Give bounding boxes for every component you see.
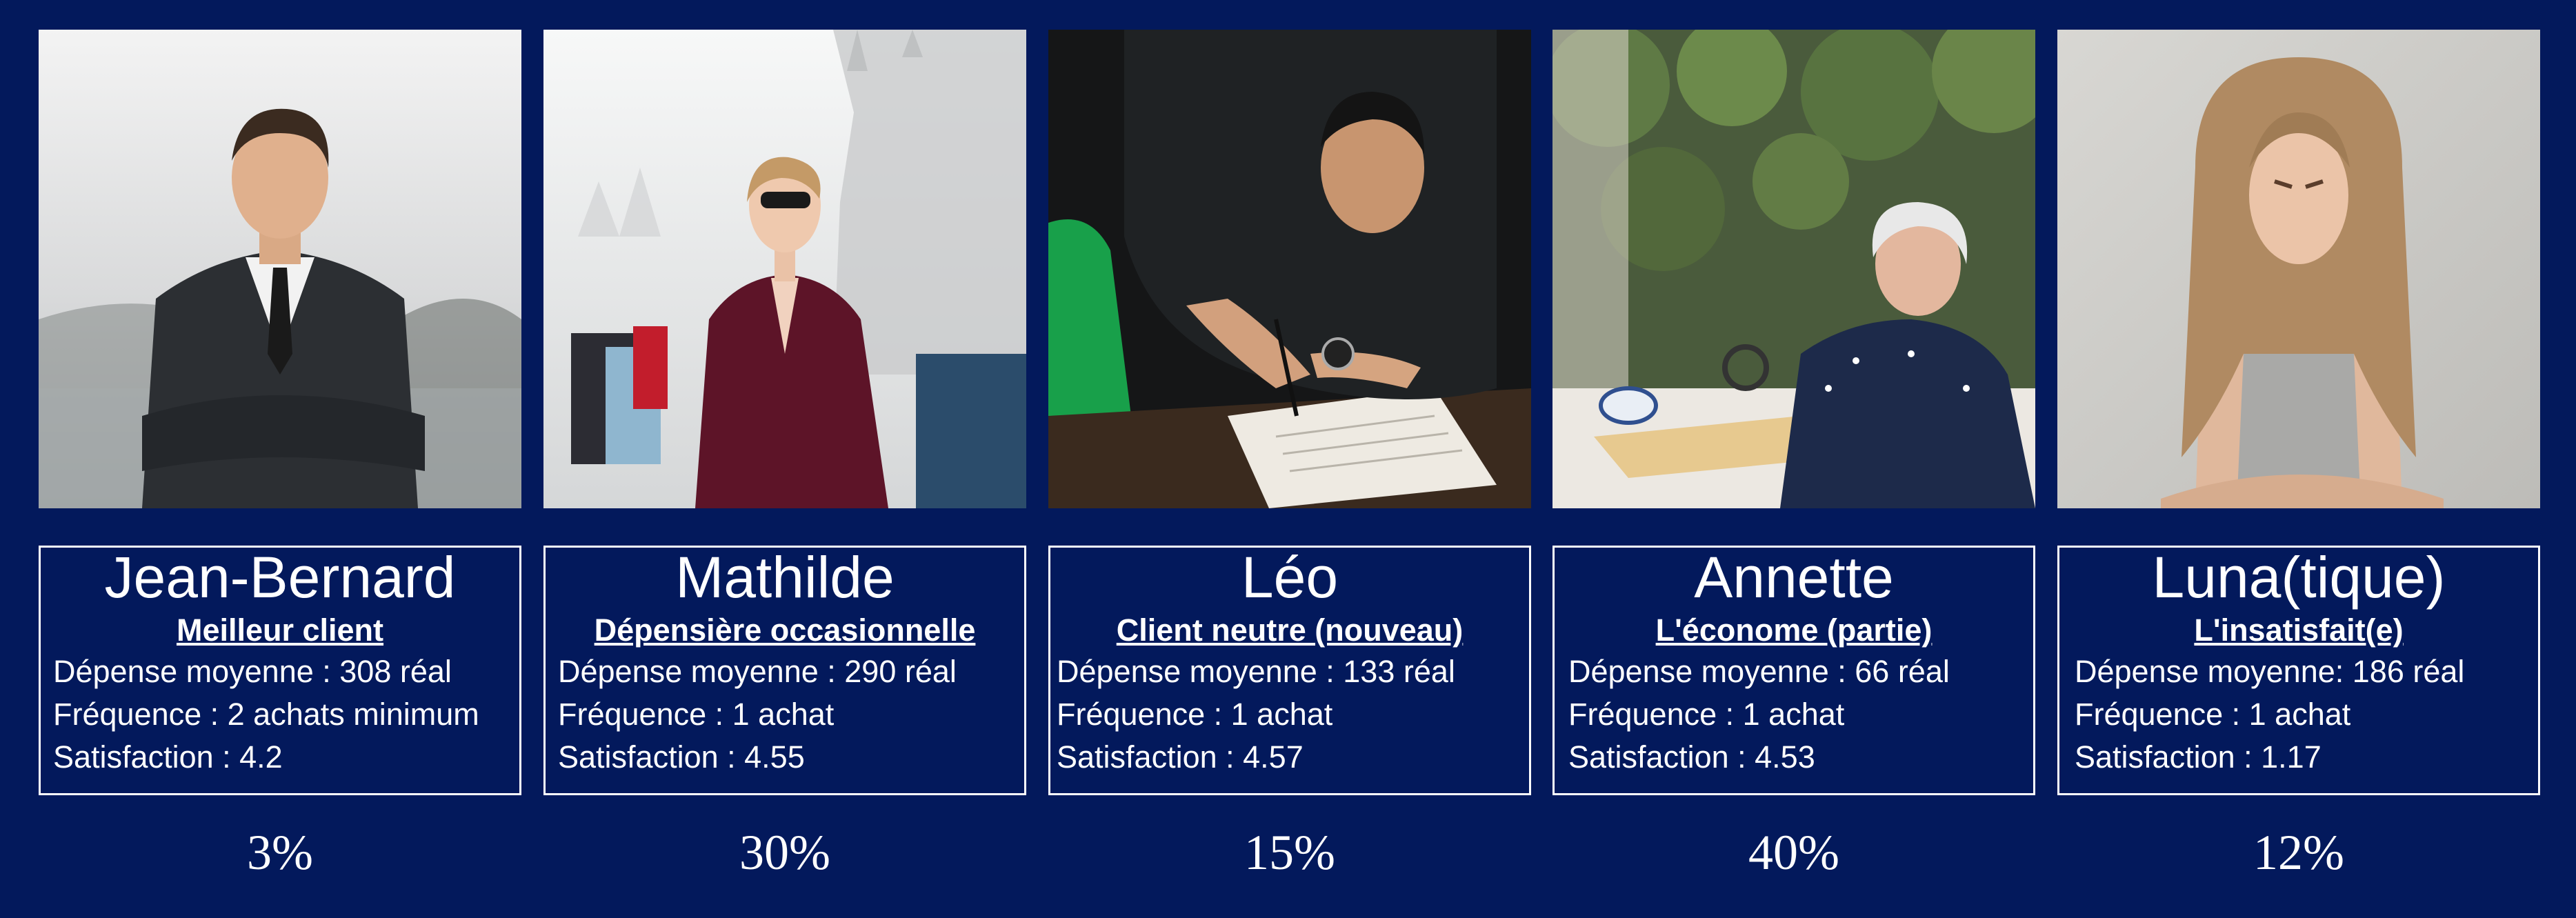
persona-spend: Dépense moyenne : 133 réal bbox=[1057, 654, 1455, 689]
persona-satisfaction: Satisfaction : 4.2 bbox=[53, 739, 283, 775]
persona-jean-bernard: Jean-Bernard Meilleur client Dépense moy… bbox=[39, 0, 521, 918]
persona-frequency: Fréquence : 1 achat bbox=[558, 697, 835, 732]
man-writing-in-notebook-photo bbox=[1048, 30, 1531, 508]
persona-leo: Léo Client neutre (nouveau) Dépense moye… bbox=[1048, 0, 1531, 918]
persona-spend: Dépense moyenne : 66 réal bbox=[1568, 654, 1950, 689]
persona-annette: Annette L'économe (partie) Dépense moyen… bbox=[1552, 0, 2035, 918]
persona-satisfaction: Satisfaction : 4.55 bbox=[558, 739, 805, 775]
persona-card: Annette L'économe (partie) Dépense moyen… bbox=[1552, 546, 2035, 795]
angry-woman-arms-crossed-photo bbox=[2057, 30, 2540, 508]
persona-role: L'insatisfait(e) bbox=[2194, 612, 2404, 648]
persona-share: 30% bbox=[739, 825, 830, 880]
persona-name: Luna(tique) bbox=[2152, 545, 2446, 610]
persona-share: 3% bbox=[247, 825, 313, 880]
persona-card: Jean-Bernard Meilleur client Dépense moy… bbox=[39, 546, 521, 795]
persona-card: Léo Client neutre (nouveau) Dépense moye… bbox=[1048, 546, 1531, 795]
persona-spend: Dépense moyenne: 186 réal bbox=[2075, 654, 2465, 689]
persona-frequency: Fréquence : 1 achat bbox=[1057, 697, 1333, 732]
persona-frequency: Fréquence : 2 achats minimum bbox=[53, 697, 479, 732]
persona-share: 15% bbox=[1244, 825, 1335, 880]
elderly-woman-reading-magnifier-photo bbox=[1552, 30, 2035, 508]
persona-frequency: Fréquence : 1 achat bbox=[2075, 697, 2351, 732]
businessman-arms-crossed-photo bbox=[39, 30, 521, 508]
persona-luna: Luna(tique) L'insatisfait(e) Dépense moy… bbox=[2057, 0, 2540, 918]
persona-share: 12% bbox=[2253, 825, 2344, 880]
persona-frequency: Fréquence : 1 achat bbox=[1568, 697, 1845, 732]
persona-satisfaction: Satisfaction : 4.57 bbox=[1057, 739, 1304, 775]
persona-share: 40% bbox=[1748, 825, 1839, 880]
persona-name: Mathilde bbox=[675, 545, 895, 610]
persona-role: L'économe (partie) bbox=[1655, 612, 1933, 648]
persona-name: Annette bbox=[1694, 545, 1894, 610]
woman-with-shopping-bags-photo bbox=[543, 30, 1026, 508]
persona-card: Luna(tique) L'insatisfait(e) Dépense moy… bbox=[2057, 546, 2540, 795]
persona-name: Léo bbox=[1241, 545, 1339, 610]
persona-role: Dépensière occasionnelle bbox=[594, 612, 976, 648]
persona-satisfaction: Satisfaction : 1.17 bbox=[2075, 739, 2322, 775]
persona-spend: Dépense moyenne : 308 réal bbox=[53, 654, 452, 689]
persona-name: Jean-Bernard bbox=[104, 545, 456, 610]
persona-role: Client neutre (nouveau) bbox=[1116, 612, 1464, 648]
persona-mathilde: Mathilde Dépensière occasionnelle Dépens… bbox=[543, 0, 1026, 918]
persona-satisfaction: Satisfaction : 4.53 bbox=[1568, 739, 1815, 775]
persona-spend: Dépense moyenne : 290 réal bbox=[558, 654, 957, 689]
persona-role: Meilleur client bbox=[176, 612, 384, 648]
persona-card: Mathilde Dépensière occasionnelle Dépens… bbox=[543, 546, 1026, 795]
